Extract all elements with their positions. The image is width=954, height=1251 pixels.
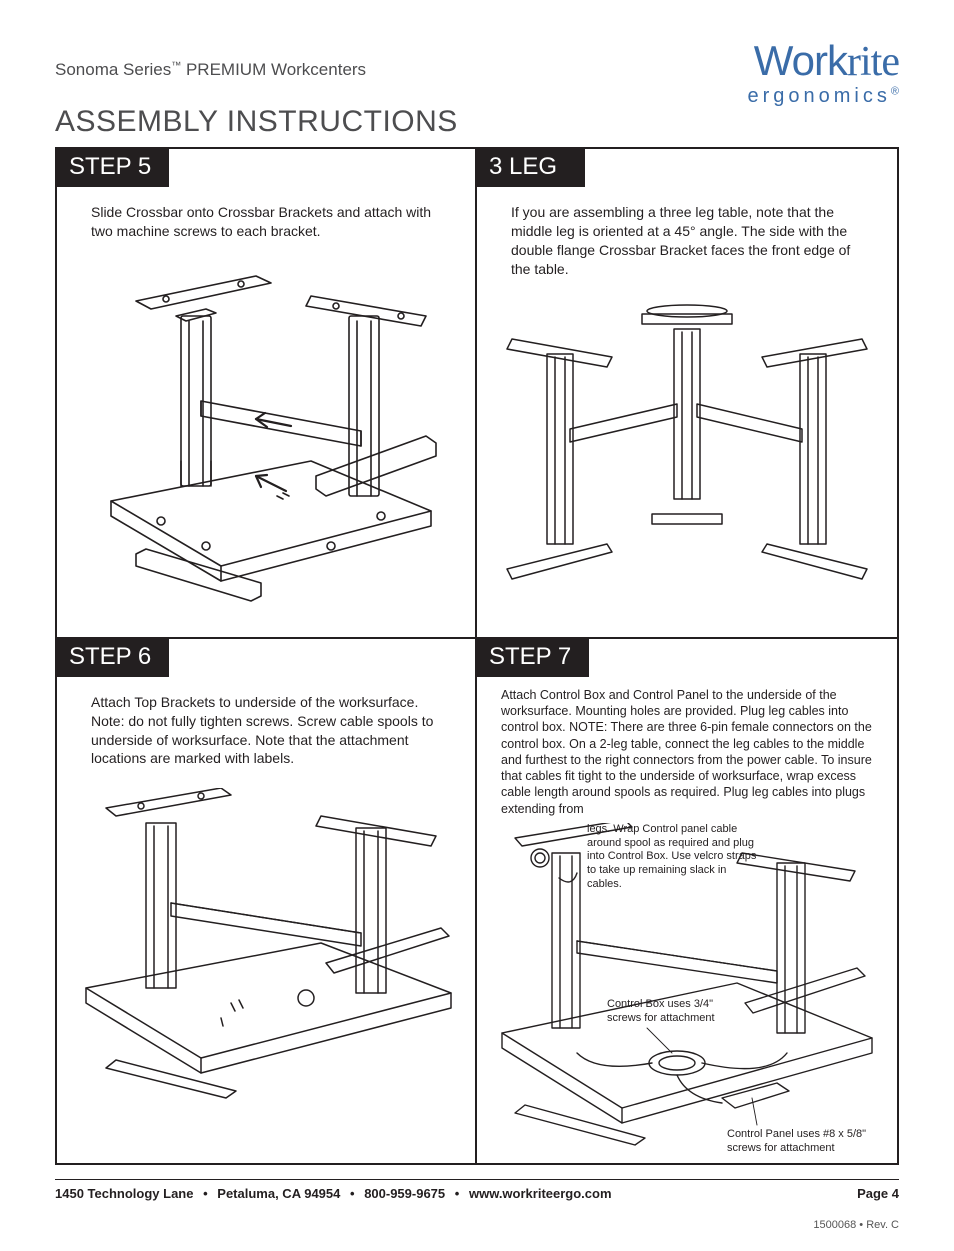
- trademark-symbol: ™: [171, 60, 181, 71]
- desk-illustration-icon: [81, 261, 451, 621]
- cell-3leg: 3 LEG If you are assembling a three leg …: [477, 149, 897, 639]
- cell-step-6: STEP 6 Attach Top Brackets to underside …: [57, 639, 477, 1163]
- footer-address: 1450 Technology Lane: [55, 1186, 193, 1201]
- footer-left: 1450 Technology Lane • Petaluma, CA 9495…: [55, 1186, 612, 1201]
- brand-logo: Workrite ergonomics®: [748, 30, 900, 108]
- footer-rule: [55, 1179, 899, 1180]
- logo-part-1: Work: [754, 37, 847, 84]
- product-name: Sonoma Series: [55, 60, 171, 79]
- step-label: STEP 5: [55, 147, 169, 187]
- page: Sonoma Series™ PREMIUM Workcenters ASSEM…: [0, 0, 954, 1251]
- footer-page: Page 4: [857, 1186, 899, 1201]
- row-1: STEP 5 Slide Crossbar onto Crossbar Brac…: [57, 149, 897, 639]
- logo-tagline: ergonomics®: [748, 85, 900, 108]
- step-text: Slide Crossbar onto Crossbar Brackets an…: [57, 187, 475, 253]
- logo-part-2: rite: [847, 39, 899, 85]
- step-text: Attach Top Brackets to underside of the …: [57, 677, 475, 781]
- cell-step-7: STEP 7 Attach Control Box and Control Pa…: [477, 639, 897, 1163]
- step-text: If you are assembling a three leg table,…: [477, 187, 897, 291]
- step-label: STEP 6: [55, 637, 169, 677]
- bullet-icon: •: [455, 1186, 460, 1201]
- step7-text-a: Attach Control Box and Control Panel to …: [501, 688, 872, 816]
- three-leg-illustration-icon: [492, 299, 882, 599]
- step-label: STEP 7: [475, 637, 589, 677]
- logo-wordmark: Workrite: [748, 40, 900, 83]
- logo-sub-text: ergonomics: [748, 85, 891, 107]
- bullet-icon: •: [203, 1186, 208, 1201]
- document-number: 1500068 • Rev. C: [55, 1219, 899, 1231]
- header-left: Sonoma Series™ PREMIUM Workcenters ASSEM…: [55, 30, 458, 139]
- page-footer: 1450 Technology Lane • Petaluma, CA 9495…: [55, 1186, 899, 1201]
- page-title: ASSEMBLY INSTRUCTIONS: [55, 105, 458, 139]
- footer-url: www.workriteergo.com: [469, 1186, 612, 1201]
- footer-phone: 800-959-9675: [364, 1186, 445, 1201]
- row-2: STEP 6 Attach Top Brackets to underside …: [57, 639, 897, 1163]
- content-frame: STEP 5 Slide Crossbar onto Crossbar Brac…: [55, 147, 899, 1165]
- step-label: 3 LEG: [475, 147, 585, 187]
- bullet-icon: •: [350, 1186, 355, 1201]
- diagram-step-5: [57, 253, 475, 637]
- footer-city: Petaluma, CA 94954: [217, 1186, 340, 1201]
- cell-step-5: STEP 5 Slide Crossbar onto Crossbar Brac…: [57, 149, 477, 639]
- diagram-step-6: [57, 780, 475, 1134]
- page-header: Sonoma Series™ PREMIUM Workcenters ASSEM…: [55, 30, 899, 139]
- control-box-illustration-icon: [477, 823, 887, 1163]
- desk-underside-illustration-icon: [71, 788, 461, 1118]
- product-suffix: PREMIUM Workcenters: [181, 60, 366, 79]
- registered-symbol: ®: [891, 85, 899, 97]
- product-line: Sonoma Series™ PREMIUM Workcenters: [55, 60, 458, 80]
- step-text: Attach Control Box and Control Panel to …: [477, 677, 897, 823]
- diagram-3leg: [477, 291, 897, 615]
